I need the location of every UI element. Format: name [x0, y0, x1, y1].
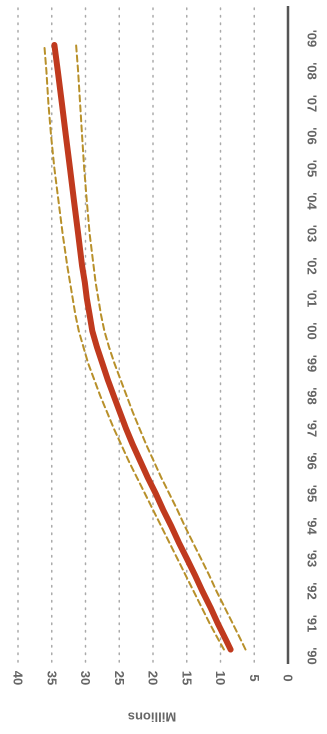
- year-tick-labels: '90 '91 '92 '93 '94 '95 '96 '97 '98 '99 '00 '01 '02 '…: [305, 30, 320, 665]
- value-tick-8: 40: [11, 671, 26, 685]
- year-tick-5: '95: [305, 485, 320, 503]
- series-line-estimate: [51, 42, 234, 653]
- value-tick-4: 20: [146, 671, 161, 685]
- year-tick-15: '05: [305, 160, 320, 178]
- year-tick-4: '94: [305, 517, 320, 535]
- year-tick-3: '93: [305, 550, 320, 568]
- value-tick-2: 10: [213, 671, 228, 685]
- year-tick-2: '92: [305, 582, 320, 600]
- year-tick-16: '06: [305, 127, 320, 145]
- year-tick-7: '97: [305, 420, 320, 438]
- value-tick-3: 15: [179, 671, 194, 685]
- value-tick-5: 25: [112, 671, 127, 685]
- year-tick-12: '02: [305, 257, 320, 275]
- year-tick-18: '08: [305, 62, 320, 80]
- series-line-upper-bound: [43, 44, 225, 651]
- year-tick-19: '09: [305, 30, 320, 48]
- year-tick-6: '96: [305, 452, 320, 470]
- year-tick-9: '99: [305, 355, 320, 373]
- year-tick-10: '00: [305, 322, 320, 340]
- year-tick-14: '04: [305, 192, 320, 210]
- year-tick-1: '91: [305, 615, 320, 633]
- year-tick-17: '07: [305, 95, 320, 113]
- axis-title-millions: Millions: [128, 710, 176, 725]
- year-tick-0: '90: [305, 647, 320, 665]
- value-tick-0: 0: [281, 674, 296, 681]
- year-tick-11: '01: [305, 290, 320, 308]
- year-tick-13: '03: [305, 225, 320, 243]
- value-tick-6: 30: [78, 671, 93, 685]
- value-tick-labels: 0 5 10 15 20 25 30 35 40: [11, 671, 296, 685]
- value-tick-7: 35: [44, 671, 59, 685]
- series-lines: [43, 42, 247, 653]
- gridlines: [17, 7, 255, 663]
- value-tick-1: 5: [247, 674, 262, 681]
- series-line-lower-bound: [75, 44, 247, 651]
- year-tick-8: '98: [305, 387, 320, 405]
